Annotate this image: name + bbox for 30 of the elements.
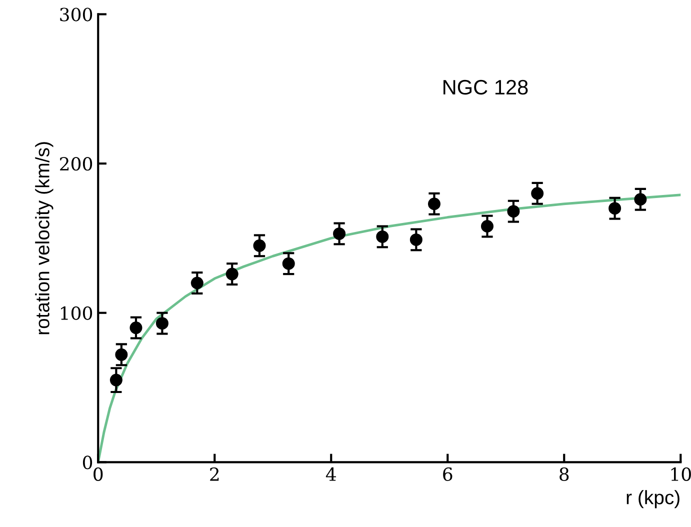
point bbox=[507, 205, 520, 218]
x-tick-label: 10 bbox=[671, 467, 691, 482]
x-tick-label: 2 bbox=[210, 467, 219, 481]
y-tick-label: 100 bbox=[61, 306, 92, 320]
y-tick-label: 0 bbox=[82, 456, 92, 470]
point bbox=[226, 268, 238, 280]
point bbox=[190, 276, 204, 290]
point bbox=[115, 348, 128, 361]
x-tick-label: 0 bbox=[94, 467, 103, 482]
point bbox=[253, 239, 266, 252]
point bbox=[608, 202, 622, 215]
point bbox=[634, 193, 647, 206]
point bbox=[428, 198, 440, 210]
point bbox=[282, 257, 295, 270]
point bbox=[480, 220, 494, 233]
x-axis-title: r (kpc) bbox=[626, 490, 680, 508]
point bbox=[376, 230, 389, 243]
point bbox=[531, 187, 544, 200]
x-tick-label: 8 bbox=[560, 467, 569, 482]
annotation: NGC 128 bbox=[444, 80, 528, 95]
point bbox=[110, 374, 122, 386]
y-tick-label: 200 bbox=[60, 157, 92, 171]
y-tick-label: 300 bbox=[60, 8, 92, 22]
point bbox=[156, 317, 168, 330]
point bbox=[333, 227, 346, 240]
y-axis-title: rotation velocity (km/s) bbox=[35, 142, 54, 334]
point bbox=[410, 233, 422, 246]
x-tick-label: 6 bbox=[443, 467, 452, 482]
point bbox=[130, 322, 142, 334]
x-tick-label: 4 bbox=[326, 467, 336, 481]
